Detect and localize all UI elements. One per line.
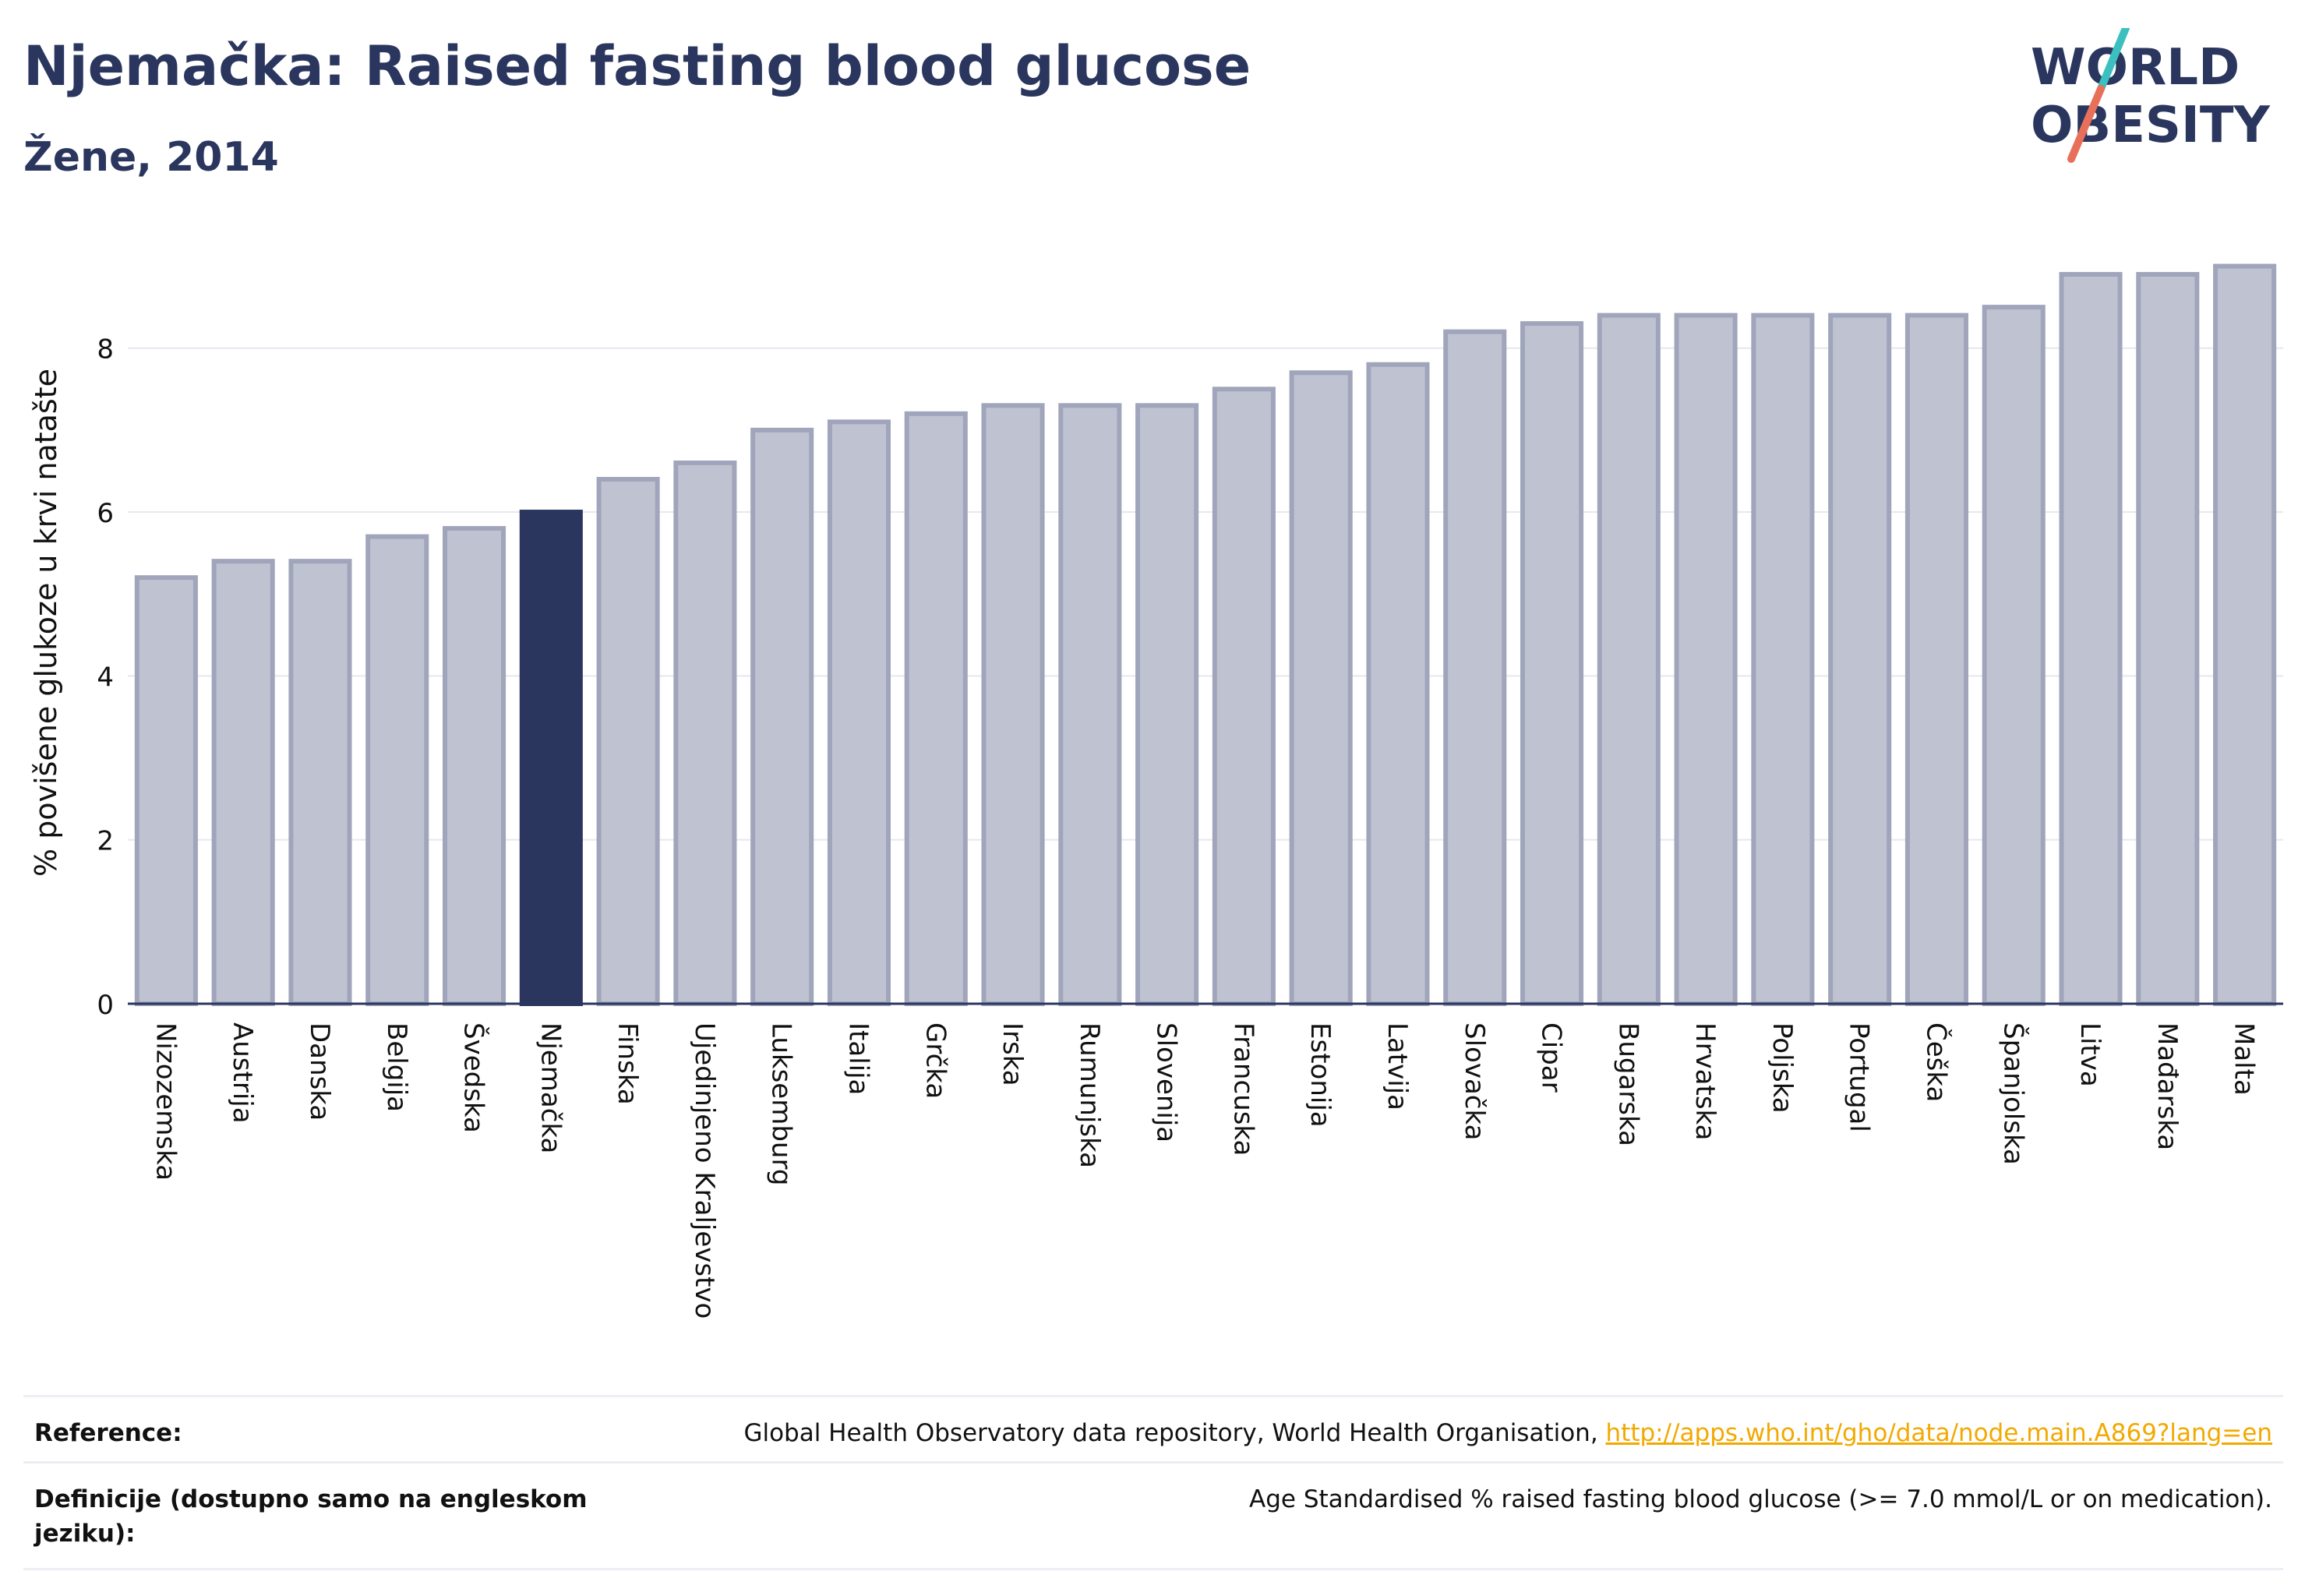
x-tick-label: Španjolska (1997, 1022, 2029, 1165)
bar-chart: 0 2 4 6 8 % povišene glukoze u krvi natašte Ni… (29, 263, 2283, 1319)
world-obesity-logo: WORLD OBESITY (2031, 28, 2270, 163)
x-tick-label: Nizozemska (150, 1022, 181, 1181)
x-tick-label: Slovenija (1151, 1022, 1182, 1142)
bar (211, 559, 275, 1006)
bar (365, 534, 429, 1006)
x-tick-label: Cipar (1536, 1022, 1567, 1093)
bar (442, 526, 507, 1006)
y-tick-label: 2 (97, 826, 114, 857)
definition-value: Age Standardised % raised fasting blood … (1249, 1485, 2272, 1513)
bar (519, 510, 583, 1006)
bar (904, 411, 968, 1006)
bar (2213, 263, 2277, 1006)
logo-line2: OBESITY (2031, 97, 2270, 154)
x-tick-label: Finska (612, 1022, 643, 1105)
bar (981, 403, 1045, 1006)
bar (673, 460, 737, 1006)
bar (827, 419, 891, 1006)
bar (1597, 312, 1661, 1007)
definition-row: Definicije (dostupno samo na engleskom j… (23, 1461, 2283, 1570)
reference-link[interactable]: http://apps.who.int/gho/data/node.main.A… (1605, 1419, 2272, 1447)
page-subtitle: Žene, 2014 (23, 134, 279, 181)
y-tick-label: 4 (97, 662, 114, 693)
x-tick-label: Malta (2229, 1022, 2260, 1096)
x-tick-label: Belgija (381, 1022, 412, 1112)
reference-row: Reference: Global Health Observatory dat… (23, 1395, 2283, 1461)
x-tick-label: Danska (304, 1022, 335, 1121)
reference-label: Reference: (34, 1419, 182, 1447)
x-tick-label: Irska (997, 1022, 1028, 1086)
bar (2136, 272, 2200, 1006)
logo-slash-top (2097, 28, 2130, 93)
y-tick-label: 0 (97, 990, 114, 1021)
logo-line1: WORLD (2031, 39, 2240, 97)
x-tick-label: Švedska (458, 1022, 490, 1133)
x-tick-label: Grčka (920, 1022, 951, 1099)
y-axis-label: % povišene glukoze u krvi natašte (29, 369, 63, 877)
bar (1135, 403, 1199, 1006)
x-tick-label: Austrija (227, 1022, 258, 1124)
x-tick-label: Luksemburg (766, 1022, 797, 1185)
x-tick-label: Francuska (1227, 1022, 1258, 1156)
definition-label: Definicije (dostupno samo na engleskom j… (34, 1485, 588, 1548)
bar (1212, 387, 1276, 1006)
x-tick-label: Hrvatska (1689, 1022, 1721, 1140)
x-tick-label: Mađarska (2151, 1022, 2183, 1150)
bar (1520, 321, 1584, 1006)
x-tick-label: Italija (842, 1022, 874, 1095)
x-tick-label: Ujedinjeno Kraljevstvo (689, 1022, 720, 1319)
bar (1751, 312, 1815, 1007)
bar (1828, 312, 1892, 1007)
bar (1366, 362, 1430, 1006)
reference-text: Global Health Observatory data repositor… (743, 1419, 1606, 1447)
reference-table: Reference: Global Health Observatory dat… (23, 1395, 2283, 1570)
x-tick-label: Rumunjska (1074, 1022, 1105, 1168)
bar (596, 476, 660, 1006)
bar (288, 559, 352, 1006)
page-title: Njemačka: Raised fasting blood glucose (23, 34, 1251, 98)
x-tick-label: Njemačka (535, 1022, 566, 1153)
bar (1904, 312, 1969, 1007)
logo-slash-bottom (2067, 85, 2105, 163)
y-tick-label: 6 (97, 498, 114, 529)
x-tick-label: Slovačka (1459, 1022, 1490, 1140)
x-tick-label: Češka (1920, 1022, 1952, 1102)
bar (1674, 312, 1738, 1007)
x-tick-label: Litva (2074, 1022, 2106, 1087)
bar (1982, 305, 2046, 1006)
x-tick-label: Latvija (1382, 1022, 1413, 1110)
x-tick-label: Poljska (1767, 1022, 1798, 1114)
x-tick-label: Estonija (1304, 1022, 1336, 1128)
bar (1058, 403, 1122, 1006)
bar (1289, 370, 1353, 1006)
reference-value: Global Health Observatory data repositor… (743, 1416, 2272, 1450)
bar (134, 575, 198, 1006)
bar (750, 427, 814, 1006)
y-tick-label: 8 (97, 334, 114, 365)
bar (1443, 329, 1507, 1006)
x-tick-label: Portugal (1844, 1022, 1875, 1132)
x-tick-label: Bugarska (1612, 1022, 1643, 1146)
bar (2059, 272, 2123, 1006)
